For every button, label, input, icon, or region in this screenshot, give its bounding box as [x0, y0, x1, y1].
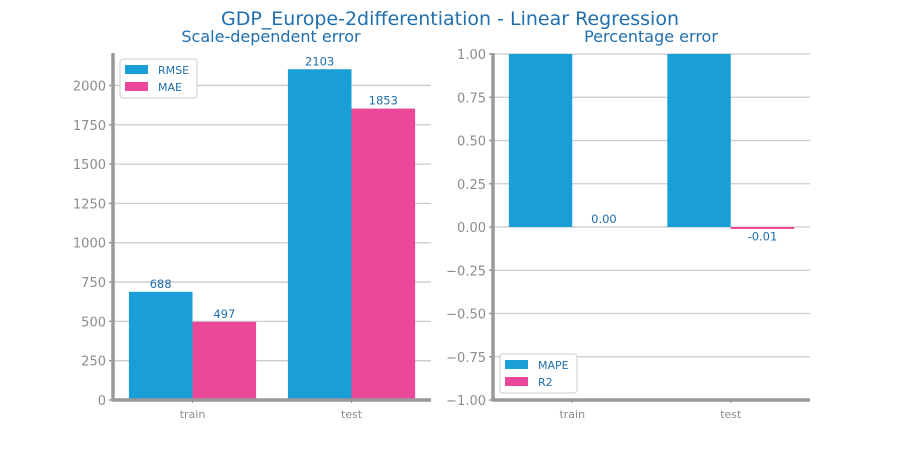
chart-2-bar-r2-test — [730, 227, 795, 229]
chart-2-x-tick-label: test — [720, 408, 742, 421]
chart-2-y-tick-label: −1.00 — [446, 394, 486, 409]
chart-2-y-tick-label: −0.50 — [446, 308, 486, 323]
chart-1-legend-swatch-mae — [125, 82, 148, 91]
chart-2-y-tick-label: 0.50 — [457, 135, 486, 150]
chart-1-x-tick-label: test — [341, 408, 363, 421]
chart-1-y-tick-label: 1250 — [73, 197, 106, 212]
chart-1-legend-label-rmse: RMSE — [158, 64, 189, 77]
chart-1-y-tick-label: 2000 — [73, 79, 106, 94]
chart-2: 0.00 train -0.01 test −1.00 −0.75 −0.50 −0.25 0.… — [446, 48, 810, 421]
chart-2-title: Percentage error — [584, 27, 718, 46]
chart-1-y-tick-label: 1000 — [73, 237, 106, 252]
chart-2-bar-mape-train — [508, 54, 573, 227]
chart-2-y-tick-label: −0.75 — [446, 351, 486, 366]
chart-2-data-label: 0.00 — [591, 212, 617, 226]
chart-1-y-tick-label: 0 — [98, 394, 106, 409]
chart-1-data-label: 688 — [150, 277, 172, 291]
chart-2-legend-label-r2: R2 — [538, 376, 553, 389]
chart-1-bar-rmse-test — [287, 69, 352, 400]
chart-1-title: Scale-dependent error — [181, 27, 361, 46]
chart-1-bar-mae-test — [351, 108, 416, 400]
chart-2-y-tick-label: 0.25 — [457, 178, 486, 193]
chart-1-y-tick-label: 250 — [81, 355, 106, 370]
chart-1-data-label: 497 — [213, 307, 235, 321]
chart-1-legend-swatch-rmse — [125, 65, 148, 74]
chart-2-legend-swatch-r2 — [505, 377, 528, 386]
chart-1-y-tick-label: 1750 — [73, 119, 106, 134]
chart-2-bar-mape-test — [667, 54, 731, 227]
figure-title: GDP_Europe-2differentiation - Linear Reg… — [221, 8, 679, 30]
chart-2-x-tick-label: train — [559, 408, 585, 421]
chart-2-y-tick-label: −0.25 — [446, 264, 486, 279]
chart-2-data-label: -0.01 — [748, 230, 778, 244]
chart-1-data-label: 2103 — [305, 54, 334, 68]
chart-1-bar-mae-train — [192, 321, 257, 400]
chart-1-y-tick-label: 750 — [81, 276, 106, 291]
chart-1-data-label: 1853 — [369, 94, 398, 108]
chart-2-legend-swatch-mape — [505, 360, 528, 369]
chart-1-bar-rmse-train — [128, 291, 193, 400]
chart-2-y-tick-label: 0.75 — [457, 91, 486, 106]
chart-2-y-tick-label: 1.00 — [457, 48, 486, 63]
chart-1-legend-label-mae: MAE — [158, 81, 182, 94]
chart-2-legend-label-mape: MAPE — [538, 359, 569, 372]
chart-1-y-tick-label: 1500 — [73, 158, 106, 173]
chart-1-x-tick-label: train — [180, 408, 206, 421]
chart-2-y-tick-label: 0.00 — [457, 221, 486, 236]
chart-1-y-tick-label: 500 — [81, 315, 106, 330]
chart-1: 688 497 train 2103 1853 test 0 250 500 750 1000 125… — [73, 53, 431, 421]
